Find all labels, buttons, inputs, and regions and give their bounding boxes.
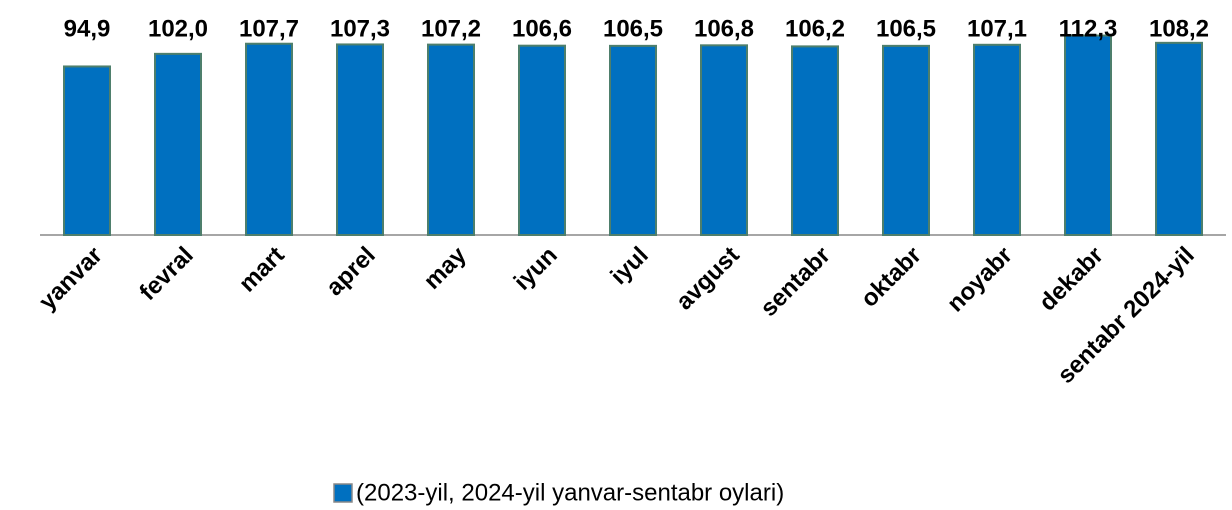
x-tick-label: yanvar <box>34 242 108 316</box>
bar <box>427 43 475 237</box>
x-tick-label: fevral <box>134 242 198 306</box>
bar <box>518 44 566 236</box>
value-label: 107,3 <box>330 15 390 42</box>
bar <box>1155 41 1203 236</box>
value-label: 94,9 <box>64 15 111 42</box>
x-tick-label: avgust <box>671 242 745 316</box>
bar <box>63 65 111 237</box>
bar <box>791 45 839 237</box>
x-tick-label: sentabr <box>755 242 835 322</box>
bar <box>336 43 384 237</box>
bar <box>245 42 293 237</box>
value-label: 106,8 <box>694 15 754 42</box>
value-label: 106,6 <box>512 15 572 42</box>
value-label: 108,2 <box>1149 15 1209 42</box>
legend-label: (2023-yil, 2024-yil yanvar-sentabr oylar… <box>356 479 784 506</box>
x-tick-label: iyul <box>605 242 653 290</box>
value-label: 107,1 <box>967 15 1027 42</box>
value-label: 106,5 <box>603 15 663 42</box>
bar <box>1064 34 1112 236</box>
bar <box>154 52 202 236</box>
bar <box>882 44 930 236</box>
x-tick-label: aprel <box>321 242 381 302</box>
value-label: 106,5 <box>876 15 936 42</box>
x-tick-label: noyabr <box>942 242 1018 318</box>
x-tick-label: may <box>419 241 473 295</box>
value-label: 102,0 <box>148 15 208 42</box>
x-tick-label: mart <box>234 242 290 298</box>
legend-swatch <box>333 483 353 503</box>
bar <box>700 44 748 237</box>
value-label: 107,7 <box>239 15 299 42</box>
x-tick-label: oktabr <box>856 242 927 313</box>
x-tick-label: dekabr <box>1034 242 1109 317</box>
value-label: 107,2 <box>421 15 481 42</box>
bar <box>609 44 657 236</box>
x-tick-label: iyun <box>509 242 563 296</box>
bar <box>973 43 1021 236</box>
value-label: 112,3 <box>1059 15 1118 42</box>
value-label: 106,2 <box>785 15 845 42</box>
